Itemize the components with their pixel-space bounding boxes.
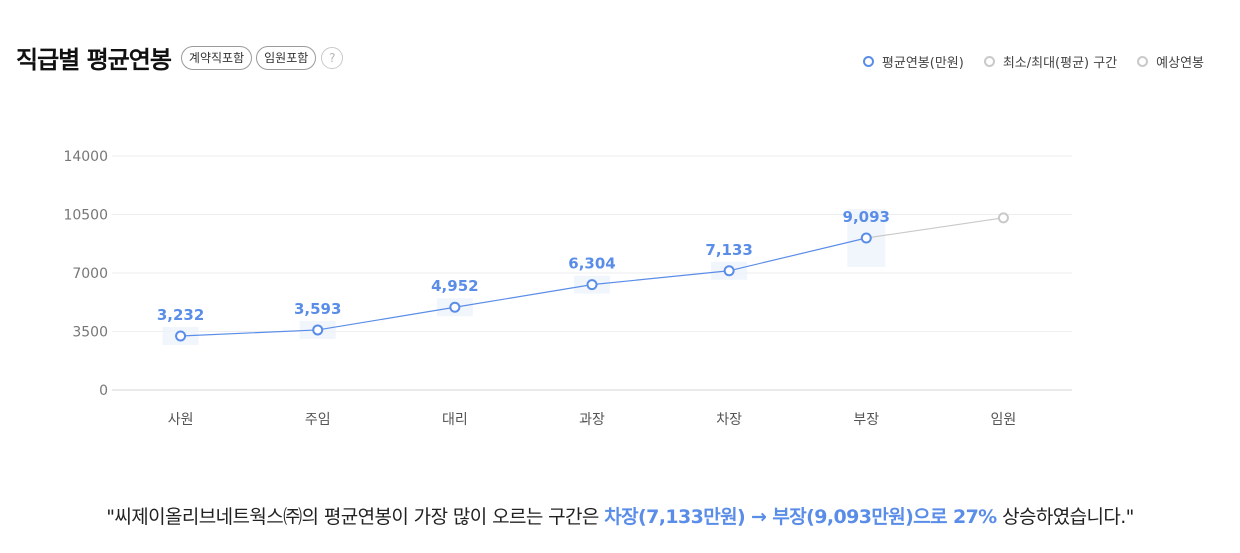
legend-label-average: 평균연봉(만원) <box>881 56 964 71</box>
data-label: 9,093 <box>843 208 890 226</box>
summary-highlight: 차장(7,133만원) → 부장(9,093만원)으로 27% <box>604 506 997 528</box>
data-label: 3,232 <box>157 306 204 324</box>
help-icon[interactable]: ? <box>321 46 344 69</box>
data-label: 6,304 <box>568 255 615 273</box>
page-title: 직급별 평균연봉 <box>16 46 172 74</box>
y-tick-label: 7000 <box>72 266 108 282</box>
data-label: 3,593 <box>294 300 341 318</box>
x-tick-label: 과장 <box>579 412 605 428</box>
legend-item-expected: 예상연봉 <box>1137 52 1204 71</box>
summary-sentence: "씨제이올리브네트웍스㈜의 평균연봉이 가장 많이 오르는 구간은 차장(7,1… <box>0 502 1240 529</box>
summary-text-end: 상승하였습니다." <box>996 506 1134 528</box>
salary-line-chart: 0 3500 7000 10500 14000 사원 주임 대리 과장 차장 부장 임원 3,232 3,… <box>63 149 1072 428</box>
average-salary-point <box>175 330 187 342</box>
x-tick-label: 사원 <box>168 412 194 428</box>
average-salary-point <box>860 232 872 244</box>
executive-included-chip[interactable]: 임원포함 <box>256 45 317 70</box>
x-tick-label: 주임 <box>305 412 331 428</box>
x-tick-label: 임원 <box>991 412 1017 428</box>
average-salary-point <box>723 265 735 277</box>
y-tick-label: 0 <box>99 383 108 399</box>
x-tick-label: 차장 <box>716 412 742 428</box>
average-salary-line <box>180 237 867 337</box>
data-label: 4,952 <box>431 277 478 295</box>
average-salary-point <box>449 301 461 313</box>
data-label: 7,133 <box>705 241 752 259</box>
legend-item-average: 평균연봉(만원) <box>862 52 964 71</box>
expected-salary-point <box>997 212 1009 224</box>
legend-marker-icon <box>983 56 995 67</box>
legend-marker-icon <box>1137 56 1149 67</box>
x-tick-label: 부장 <box>853 412 879 428</box>
legend-label-range: 최소/최대(평균) 구간 <box>1002 56 1118 71</box>
contract-included-chip[interactable]: 계약직포함 <box>180 45 253 70</box>
y-tick-label: 3500 <box>72 325 108 341</box>
chart-legend: 평균연봉(만원) 최소/최대(평균) 구간 예상연봉 <box>843 52 1204 71</box>
average-salary-point <box>586 279 598 291</box>
average-salary-point <box>312 324 324 336</box>
summary-text-start: "씨제이올리브네트웍스㈜의 평균연봉이 가장 많이 오르는 구간은 <box>106 506 605 528</box>
legend-marker-icon <box>862 56 874 67</box>
legend-label-expected: 예상연봉 <box>1156 56 1204 71</box>
y-tick-label: 14000 <box>63 149 108 165</box>
x-tick-label: 대리 <box>442 412 468 428</box>
y-tick-label: 10500 <box>63 208 108 224</box>
chart-header: 직급별 평균연봉 계약직포함 임원포함 ? <box>16 40 344 75</box>
expected-salary-line <box>866 217 1004 239</box>
legend-item-range: 최소/최대(평균) 구간 <box>983 52 1118 71</box>
